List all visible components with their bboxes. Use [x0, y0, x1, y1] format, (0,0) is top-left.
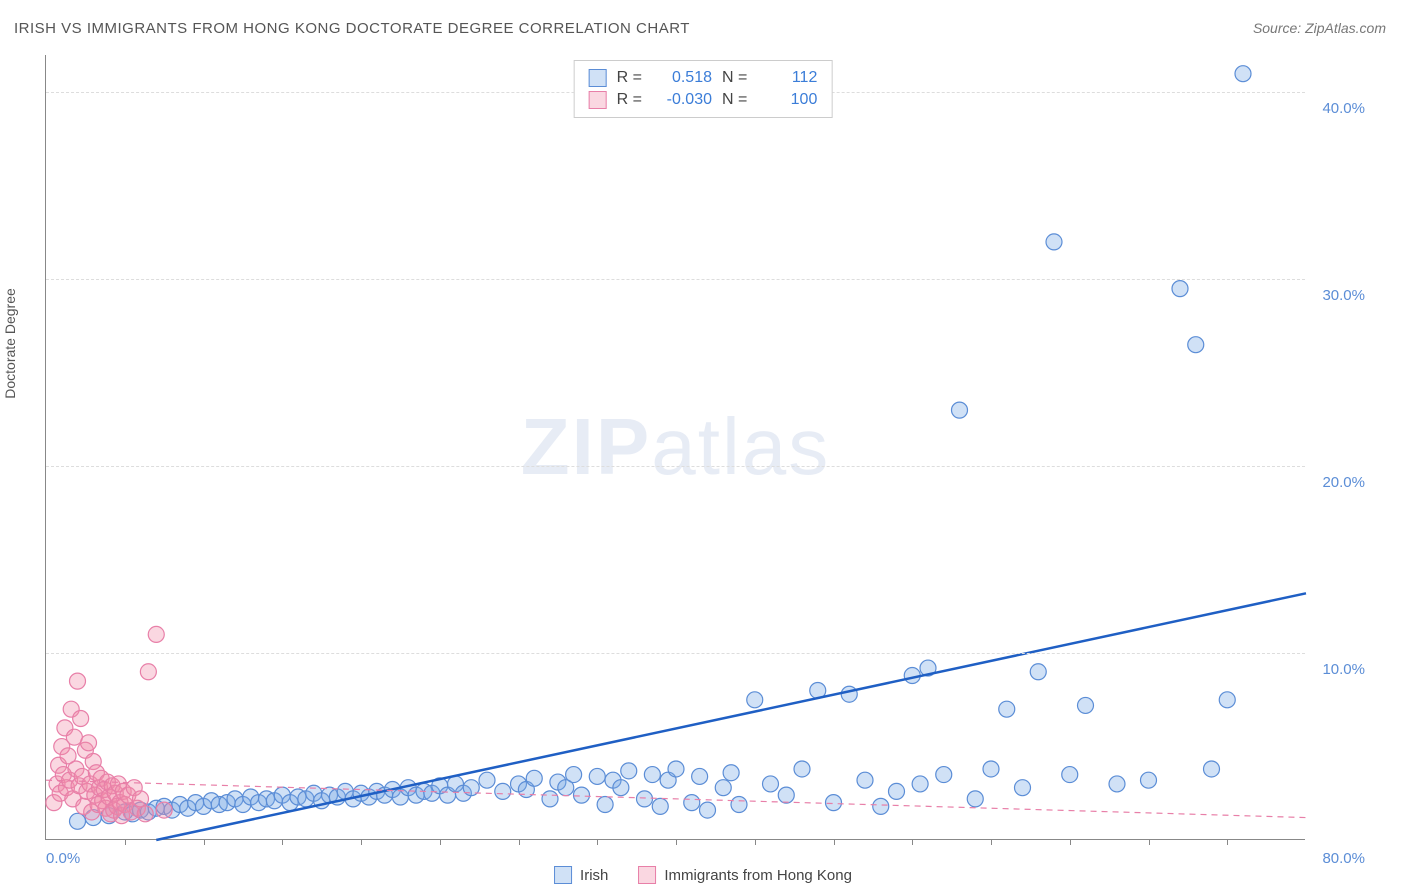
scatter-point: [81, 735, 97, 751]
scatter-point: [542, 791, 558, 807]
chart-title: IRISH VS IMMIGRANTS FROM HONG KONG DOCTO…: [14, 20, 690, 37]
x-tick-label: 0.0%: [46, 850, 80, 867]
scatter-point: [1015, 780, 1031, 796]
scatter-point: [574, 787, 590, 803]
scatter-point: [73, 711, 89, 727]
scatter-point: [156, 802, 172, 818]
scatter-point: [495, 783, 511, 799]
scatter-point: [597, 796, 613, 812]
stat-r-label-hk: R =: [617, 91, 642, 109]
legend-swatch-hk: [638, 866, 656, 884]
scatter-point: [652, 798, 668, 814]
scatter-point: [1204, 761, 1220, 777]
swatch-hk: [589, 91, 607, 109]
stat-n-value-irish: 112: [757, 69, 817, 87]
scatter-point: [826, 795, 842, 811]
stat-n-value-hk: 100: [757, 91, 817, 109]
plot-area: ZIPatlas 10.0%20.0%30.0%40.0%0.0%80.0%: [45, 55, 1305, 840]
y-tick-label: 20.0%: [1322, 474, 1365, 491]
legend-swatch-irish: [554, 866, 572, 884]
scatter-point: [936, 767, 952, 783]
swatch-irish: [589, 69, 607, 87]
chart-container: IRISH VS IMMIGRANTS FROM HONG KONG DOCTO…: [0, 0, 1406, 892]
scatter-point: [700, 802, 716, 818]
scatter-point: [70, 813, 86, 829]
legend: Irish Immigrants from Hong Kong: [554, 866, 852, 884]
stat-r-value-hk: -0.030: [652, 91, 712, 109]
scatter-point: [747, 692, 763, 708]
scatter-point: [637, 791, 653, 807]
scatter-point: [668, 761, 684, 777]
scatter-point: [857, 772, 873, 788]
scatter-point: [912, 776, 928, 792]
scatter-point: [1109, 776, 1125, 792]
scatter-point: [873, 798, 889, 814]
scatter-point: [684, 795, 700, 811]
scatter-point: [479, 772, 495, 788]
source-label: Source: ZipAtlas.com: [1253, 20, 1386, 36]
stats-row-hk: R = -0.030 N = 100: [589, 89, 818, 111]
scatter-point: [566, 767, 582, 783]
legend-label-irish: Irish: [580, 867, 608, 884]
scatter-point: [133, 791, 149, 807]
scatter-point: [1062, 767, 1078, 783]
scatter-point: [1141, 772, 1157, 788]
scatter-point: [983, 761, 999, 777]
stat-r-label-irish: R =: [617, 69, 642, 87]
stat-n-label-hk: N =: [722, 91, 747, 109]
scatter-point: [1078, 697, 1094, 713]
stats-box: R = 0.518 N = 112 R = -0.030 N = 100: [574, 60, 833, 118]
scatter-point: [613, 780, 629, 796]
scatter-point: [137, 806, 153, 822]
scatter-svg: [46, 55, 1306, 840]
scatter-point: [526, 770, 542, 786]
scatter-point: [692, 768, 708, 784]
scatter-point: [148, 626, 164, 642]
y-axis-label: Doctorate Degree: [2, 288, 18, 399]
scatter-point: [1172, 281, 1188, 297]
scatter-point: [731, 796, 747, 812]
scatter-point: [621, 763, 637, 779]
stat-n-label-irish: N =: [722, 69, 747, 87]
scatter-point: [140, 664, 156, 680]
scatter-point: [723, 765, 739, 781]
scatter-point: [841, 686, 857, 702]
scatter-point: [70, 673, 86, 689]
scatter-point: [889, 783, 905, 799]
legend-label-hk: Immigrants from Hong Kong: [664, 867, 852, 884]
scatter-point: [967, 791, 983, 807]
scatter-point: [999, 701, 1015, 717]
scatter-point: [952, 402, 968, 418]
y-tick-label: 10.0%: [1322, 661, 1365, 678]
scatter-point: [589, 768, 605, 784]
scatter-point: [763, 776, 779, 792]
scatter-point: [1046, 234, 1062, 250]
scatter-point: [778, 787, 794, 803]
x-tick-label: 80.0%: [1322, 850, 1365, 867]
stats-row-irish: R = 0.518 N = 112: [589, 67, 818, 89]
stat-r-value-irish: 0.518: [652, 69, 712, 87]
y-tick-label: 30.0%: [1322, 287, 1365, 304]
scatter-point: [715, 780, 731, 796]
scatter-point: [644, 767, 660, 783]
scatter-point: [1219, 692, 1235, 708]
scatter-point: [1235, 66, 1251, 82]
y-tick-label: 40.0%: [1322, 100, 1365, 117]
legend-item-irish: Irish: [554, 866, 608, 884]
scatter-point: [794, 761, 810, 777]
scatter-point: [1188, 337, 1204, 353]
scatter-point: [1030, 664, 1046, 680]
legend-item-hk: Immigrants from Hong Kong: [638, 866, 852, 884]
